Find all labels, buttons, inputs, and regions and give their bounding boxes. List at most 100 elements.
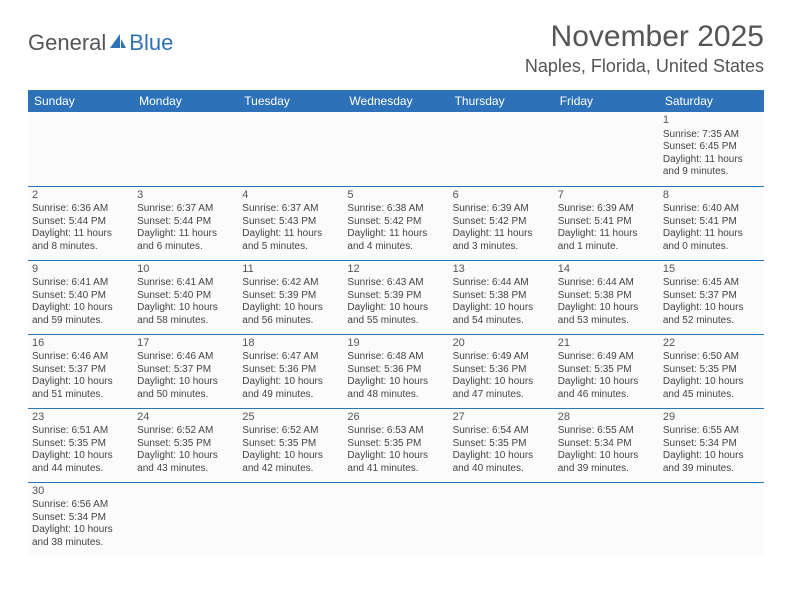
calendar-cell: 18Sunrise: 6:47 AMSunset: 5:36 PMDayligh… xyxy=(238,334,343,408)
daylight-text: Daylight: 11 hours xyxy=(663,228,760,241)
day-number: 2 xyxy=(32,189,129,203)
sail-icon xyxy=(108,30,128,56)
calendar-cell: 13Sunrise: 6:44 AMSunset: 5:38 PMDayligh… xyxy=(449,260,554,334)
sunset-text: Sunset: 5:36 PM xyxy=(347,364,444,377)
day-number: 25 xyxy=(242,411,339,425)
sunset-text: Sunset: 5:35 PM xyxy=(242,438,339,451)
daylight-text: Daylight: 10 hours xyxy=(663,450,760,463)
day-number: 17 xyxy=(137,337,234,351)
weekday-header: Wednesday xyxy=(343,90,448,112)
calendar-row: 2Sunrise: 6:36 AMSunset: 5:44 PMDaylight… xyxy=(28,186,764,260)
sunset-text: Sunset: 5:37 PM xyxy=(32,364,129,377)
daylight-text: Daylight: 10 hours xyxy=(453,376,550,389)
day-number: 15 xyxy=(663,263,760,277)
sunset-text: Sunset: 5:34 PM xyxy=(663,438,760,451)
daylight-text: and 51 minutes. xyxy=(32,389,129,402)
day-number: 28 xyxy=(558,411,655,425)
calendar-cell-blank xyxy=(554,112,659,186)
daylight-text: Daylight: 11 hours xyxy=(663,154,760,167)
daylight-text: Daylight: 10 hours xyxy=(242,302,339,315)
calendar-cell-blank xyxy=(554,482,659,556)
sunset-text: Sunset: 5:35 PM xyxy=(663,364,760,377)
logo: General Blue xyxy=(28,30,173,56)
calendar-cell: 4Sunrise: 6:37 AMSunset: 5:43 PMDaylight… xyxy=(238,186,343,260)
weekday-header: Tuesday xyxy=(238,90,343,112)
day-number: 21 xyxy=(558,337,655,351)
daylight-text: and 8 minutes. xyxy=(32,241,129,254)
daylight-text: and 46 minutes. xyxy=(558,389,655,402)
day-number: 10 xyxy=(137,263,234,277)
calendar-cell: 11Sunrise: 6:42 AMSunset: 5:39 PMDayligh… xyxy=(238,260,343,334)
page-header: General Blue November 2025 Naples, Flori… xyxy=(28,20,764,80)
calendar-cell-blank xyxy=(238,112,343,186)
daylight-text: Daylight: 11 hours xyxy=(347,228,444,241)
sunset-text: Sunset: 5:39 PM xyxy=(242,290,339,303)
sunrise-text: Sunrise: 6:41 AM xyxy=(32,277,129,290)
calendar-cell: 28Sunrise: 6:55 AMSunset: 5:34 PMDayligh… xyxy=(554,408,659,482)
calendar-cell-blank xyxy=(133,112,238,186)
sunset-text: Sunset: 5:36 PM xyxy=(453,364,550,377)
day-number: 5 xyxy=(347,189,444,203)
sunrise-text: Sunrise: 6:37 AM xyxy=(242,203,339,216)
calendar-row: 9Sunrise: 6:41 AMSunset: 5:40 PMDaylight… xyxy=(28,260,764,334)
sunset-text: Sunset: 5:36 PM xyxy=(242,364,339,377)
daylight-text: and 56 minutes. xyxy=(242,315,339,328)
day-number: 6 xyxy=(453,189,550,203)
daylight-text: Daylight: 10 hours xyxy=(32,302,129,315)
daylight-text: and 48 minutes. xyxy=(347,389,444,402)
day-number: 7 xyxy=(558,189,655,203)
calendar-cell: 22Sunrise: 6:50 AMSunset: 5:35 PMDayligh… xyxy=(659,334,764,408)
sunrise-text: Sunrise: 6:36 AM xyxy=(32,203,129,216)
calendar-cell-blank xyxy=(659,482,764,556)
calendar-cell-blank xyxy=(133,482,238,556)
sunset-text: Sunset: 6:45 PM xyxy=(663,141,760,154)
sunset-text: Sunset: 5:38 PM xyxy=(453,290,550,303)
sunset-text: Sunset: 5:37 PM xyxy=(663,290,760,303)
daylight-text: and 45 minutes. xyxy=(663,389,760,402)
daylight-text: Daylight: 10 hours xyxy=(347,302,444,315)
daylight-text: and 3 minutes. xyxy=(453,241,550,254)
daylight-text: and 50 minutes. xyxy=(137,389,234,402)
daylight-text: Daylight: 10 hours xyxy=(558,376,655,389)
calendar-cell-blank xyxy=(238,482,343,556)
calendar-cell: 19Sunrise: 6:48 AMSunset: 5:36 PMDayligh… xyxy=(343,334,448,408)
sunrise-text: Sunrise: 6:50 AM xyxy=(663,351,760,364)
sunrise-text: Sunrise: 6:39 AM xyxy=(453,203,550,216)
calendar-cell-blank xyxy=(449,112,554,186)
day-number: 1 xyxy=(663,114,760,128)
daylight-text: Daylight: 11 hours xyxy=(242,228,339,241)
calendar-cell-blank xyxy=(343,112,448,186)
daylight-text: and 1 minute. xyxy=(558,241,655,254)
daylight-text: Daylight: 10 hours xyxy=(558,302,655,315)
day-number: 23 xyxy=(32,411,129,425)
weekday-header: Saturday xyxy=(659,90,764,112)
calendar-cell: 12Sunrise: 6:43 AMSunset: 5:39 PMDayligh… xyxy=(343,260,448,334)
calendar-cell: 25Sunrise: 6:52 AMSunset: 5:35 PMDayligh… xyxy=(238,408,343,482)
daylight-text: Daylight: 11 hours xyxy=(32,228,129,241)
daylight-text: and 53 minutes. xyxy=(558,315,655,328)
daylight-text: Daylight: 10 hours xyxy=(347,376,444,389)
weekday-header: Sunday xyxy=(28,90,133,112)
calendar-cell: 23Sunrise: 6:51 AMSunset: 5:35 PMDayligh… xyxy=(28,408,133,482)
daylight-text: Daylight: 10 hours xyxy=(453,450,550,463)
calendar-row: 1Sunrise: 7:35 AMSunset: 6:45 PMDaylight… xyxy=(28,112,764,186)
weekday-header: Monday xyxy=(133,90,238,112)
daylight-text: and 49 minutes. xyxy=(242,389,339,402)
day-number: 18 xyxy=(242,337,339,351)
sunset-text: Sunset: 5:35 PM xyxy=(558,364,655,377)
sunrise-text: Sunrise: 6:46 AM xyxy=(32,351,129,364)
sunrise-text: Sunrise: 6:49 AM xyxy=(453,351,550,364)
calendar-cell: 8Sunrise: 6:40 AMSunset: 5:41 PMDaylight… xyxy=(659,186,764,260)
daylight-text: Daylight: 10 hours xyxy=(32,450,129,463)
calendar-table: SundayMondayTuesdayWednesdayThursdayFrid… xyxy=(28,90,764,556)
sunset-text: Sunset: 5:44 PM xyxy=(32,216,129,229)
sunrise-text: Sunrise: 6:43 AM xyxy=(347,277,444,290)
location: Naples, Florida, United States xyxy=(525,56,764,77)
calendar-cell: 9Sunrise: 6:41 AMSunset: 5:40 PMDaylight… xyxy=(28,260,133,334)
calendar-cell: 3Sunrise: 6:37 AMSunset: 5:44 PMDaylight… xyxy=(133,186,238,260)
daylight-text: and 6 minutes. xyxy=(137,241,234,254)
calendar-body: 1Sunrise: 7:35 AMSunset: 6:45 PMDaylight… xyxy=(28,112,764,556)
sunset-text: Sunset: 5:40 PM xyxy=(32,290,129,303)
daylight-text: and 5 minutes. xyxy=(242,241,339,254)
day-number: 9 xyxy=(32,263,129,277)
